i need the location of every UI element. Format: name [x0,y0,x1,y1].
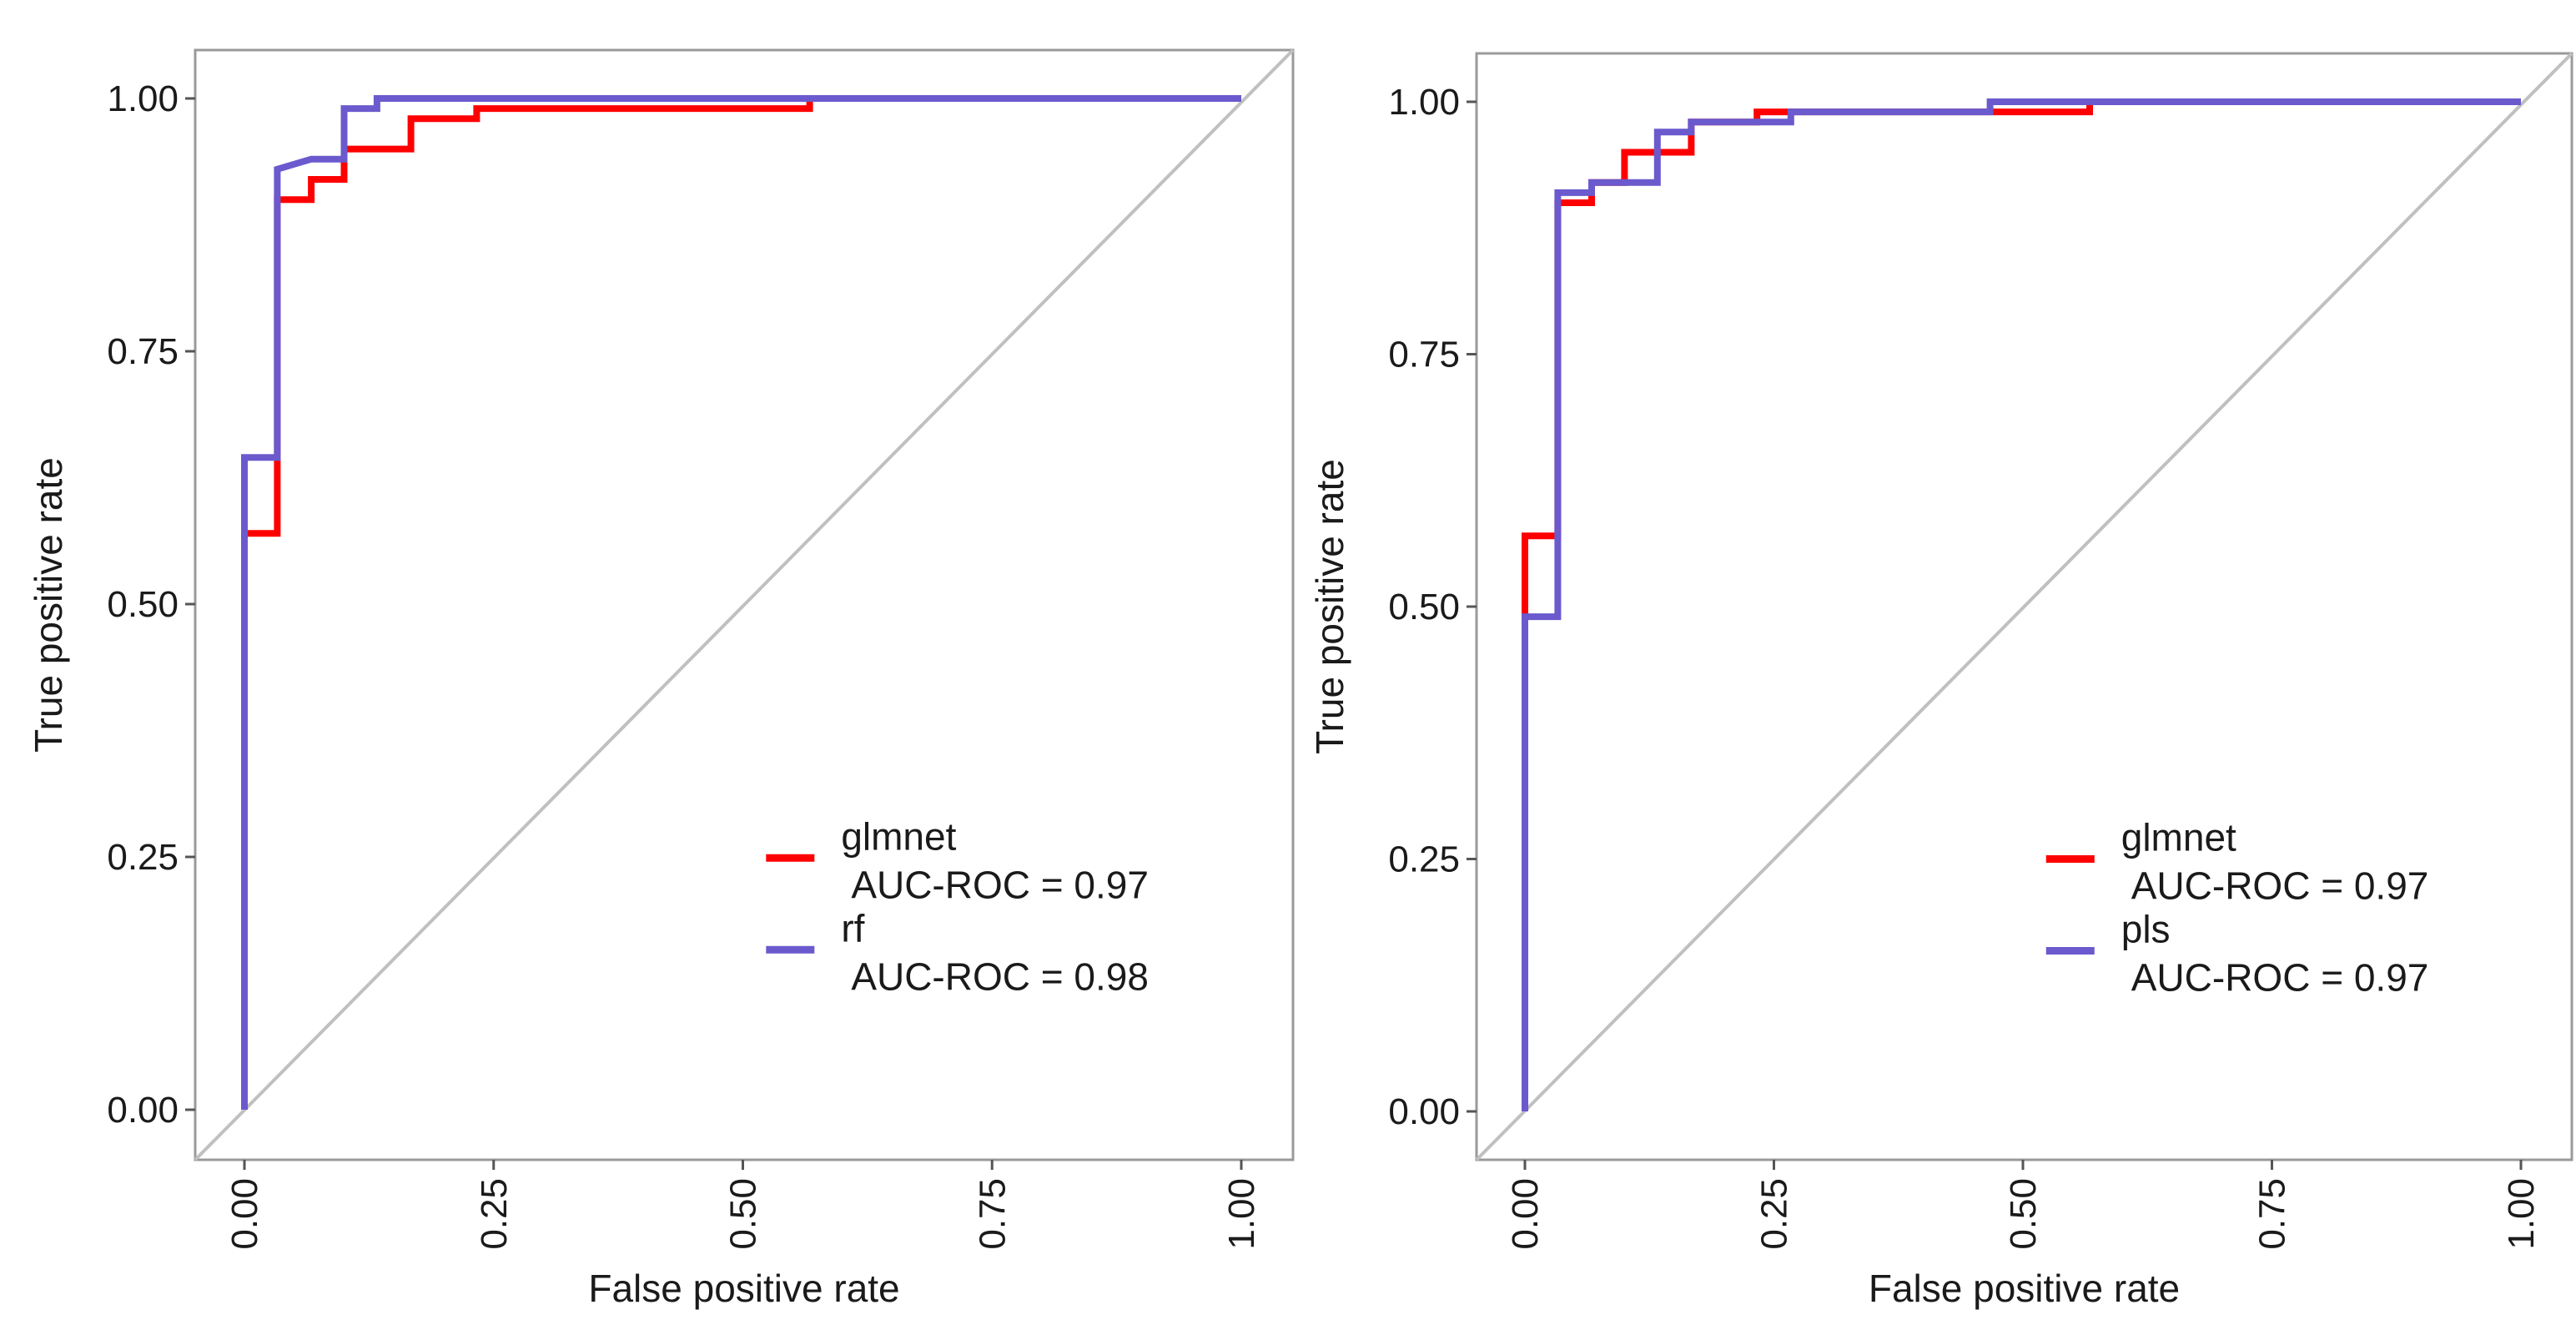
legend-label-name: glmnet [2121,815,2236,859]
roc-curve-rf [241,95,1241,1110]
reference-diagonal-line [1475,52,2573,1161]
x-tick-label: 0.00 [224,1178,265,1250]
x-axis-title: False positive rate [1869,1267,2180,1310]
x-tick-label: 0.25 [474,1178,515,1250]
x-tick-label: 0.25 [1754,1178,1795,1250]
y-tick-label: 1.00 [107,78,179,119]
legend-label-auc: AUC-ROC = 0.98 [851,955,1149,998]
roc-panel-1: 0.00 0.25 0.50 0.75 1.00 0.00 0.25 0.50 0.75 1.00… [27,48,1295,1310]
y-tick-label: 0.00 [107,1090,179,1131]
y-tick-label: 0.25 [1388,839,1460,880]
y-tick-label: 0.75 [107,331,179,372]
x-tick-label: 0.00 [1505,1178,1546,1250]
y-tick-label: 1.00 [1388,82,1460,123]
legend-label-auc: AUC-ROC = 0.97 [2131,864,2429,907]
legend-label-name: rf [841,906,864,950]
y-tick-label: 0.50 [1388,587,1460,627]
y-axis-title: True positive rate [1308,459,1351,754]
x-tick-label: 0.50 [723,1178,764,1250]
y-tick-label: 0.25 [107,837,179,878]
legend-label-auc: AUC-ROC = 0.97 [851,863,1149,906]
x-axis-title: False positive rate [588,1267,899,1310]
y-tick-label: 0.75 [1388,335,1460,375]
y-axis-title: True positive rate [27,457,70,753]
legend-label-name: glmnet [841,814,956,858]
x-tick-label: 1.00 [1221,1178,1262,1250]
y-tick-label: 0.00 [1388,1091,1460,1132]
roc-curve-pls [1522,98,2521,1111]
x-tick-label: 1.00 [2501,1178,2542,1250]
y-tick-label: 0.50 [107,584,179,625]
x-tick-label: 0.75 [2252,1178,2293,1250]
legend-label-auc: AUC-ROC = 0.97 [2131,955,2429,999]
roc-panel-2: 0.00 0.25 0.50 0.75 1.00 0.00 0.25 0.50 0.75 1.00… [1308,52,2573,1310]
legend-label-name: pls [2121,907,2171,950]
x-tick-label: 0.50 [2003,1178,2044,1250]
reference-diagonal-line [194,48,1295,1161]
x-tick-label: 0.75 [972,1178,1013,1250]
